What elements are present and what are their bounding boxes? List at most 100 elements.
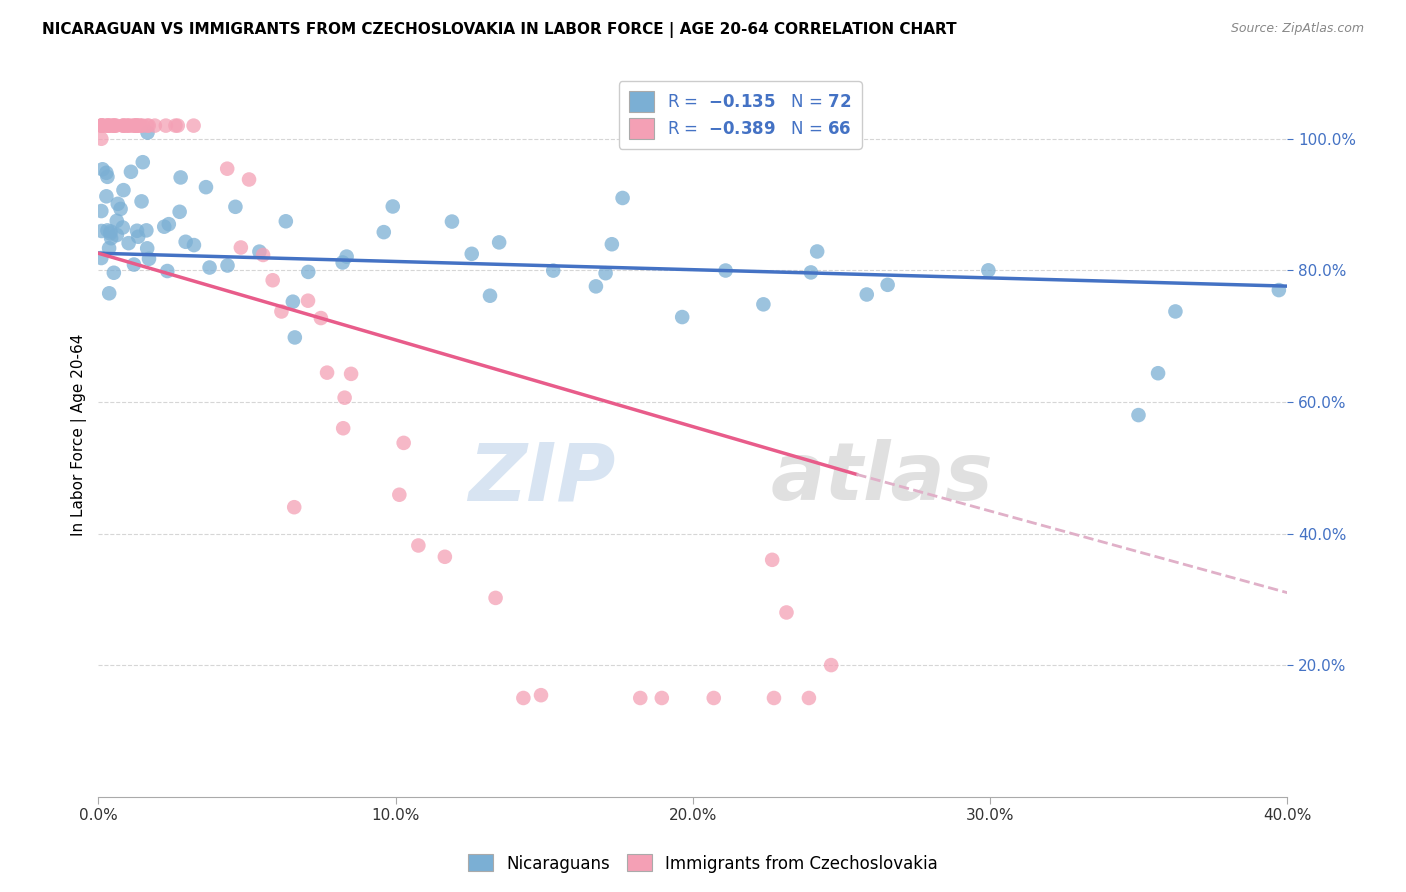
Point [100,224,122,238]
Point [90,119,112,133]
Point [797,690,820,705]
Point [125,119,148,133]
Point [96,223,118,237]
Y-axis label: In Labor Force | Age 20-64: In Labor Force | Age 20-64 [72,334,87,536]
Point [100,231,122,245]
Point [238,172,260,186]
Point [628,690,651,705]
Point [512,690,534,705]
Point [138,119,160,133]
Point [136,119,159,133]
Point [433,549,456,564]
Point [101,119,124,133]
Point [183,238,205,252]
Point [136,241,159,255]
Point [135,223,157,237]
Point [595,266,617,280]
Point [761,553,783,567]
Text: atlas: atlas [770,439,993,517]
Point [97,119,120,133]
Point [91,162,114,177]
Point [117,236,139,251]
Point [132,119,155,133]
Point [90,132,112,146]
Point [800,265,823,279]
Point [229,240,252,254]
Point [752,297,775,311]
Point [101,119,124,133]
Point [125,224,148,238]
Point [183,119,205,133]
Point [297,293,319,308]
Point [112,119,135,133]
Point [125,119,148,133]
Point [105,214,128,228]
Point [283,500,305,515]
Point [461,247,484,261]
Point [98,286,121,301]
Point [388,488,411,502]
Point [217,161,239,176]
Point [392,436,415,450]
Point [98,119,121,133]
Point [333,391,356,405]
Point [281,294,304,309]
Point [336,250,359,264]
Point [165,119,187,133]
Point [110,202,132,216]
Point [332,255,354,269]
Point [217,259,239,273]
Point [440,214,463,228]
Point [90,119,112,133]
Point [118,119,141,133]
Point [381,199,404,213]
Point [762,690,785,705]
Point [143,119,166,133]
Point [90,251,112,265]
Point [156,264,179,278]
Point [198,260,221,275]
Point [775,606,797,620]
Point [284,330,307,344]
Point [104,119,127,133]
Point [600,237,623,252]
Point [855,287,877,301]
Point [703,690,725,705]
Point [90,204,112,219]
Point [1164,304,1187,318]
Point [128,119,150,133]
Point [332,421,354,435]
Point [530,688,553,702]
Point [121,119,143,133]
Text: NICARAGUAN VS IMMIGRANTS FROM CZECHOSLOVAKIA IN LABOR FORCE | AGE 20-64 CORRELAT: NICARAGUAN VS IMMIGRANTS FROM CZECHOSLOV… [42,22,957,38]
Point [131,194,153,209]
Point [90,119,112,133]
Point [155,119,177,133]
Point [157,217,180,231]
Point [122,258,145,272]
Legend: Nicaraguans, Immigrants from Czechoslovakia: Nicaraguans, Immigrants from Czechoslova… [461,847,945,880]
Point [651,690,673,705]
Point [96,166,118,180]
Point [96,189,118,203]
Point [484,591,506,605]
Point [820,658,842,673]
Point [1128,408,1150,422]
Point [270,304,292,318]
Point [122,119,145,133]
Point [132,155,155,169]
Point [120,165,142,179]
Point [129,119,152,133]
Point [96,119,118,133]
Point [96,169,118,184]
Point [127,229,149,244]
Point [585,279,607,293]
Point [169,204,191,219]
Point [103,266,125,280]
Point [541,263,564,277]
Point [249,244,271,259]
Point [127,119,149,133]
Point [174,235,197,249]
Point [169,170,191,185]
Point [93,119,115,133]
